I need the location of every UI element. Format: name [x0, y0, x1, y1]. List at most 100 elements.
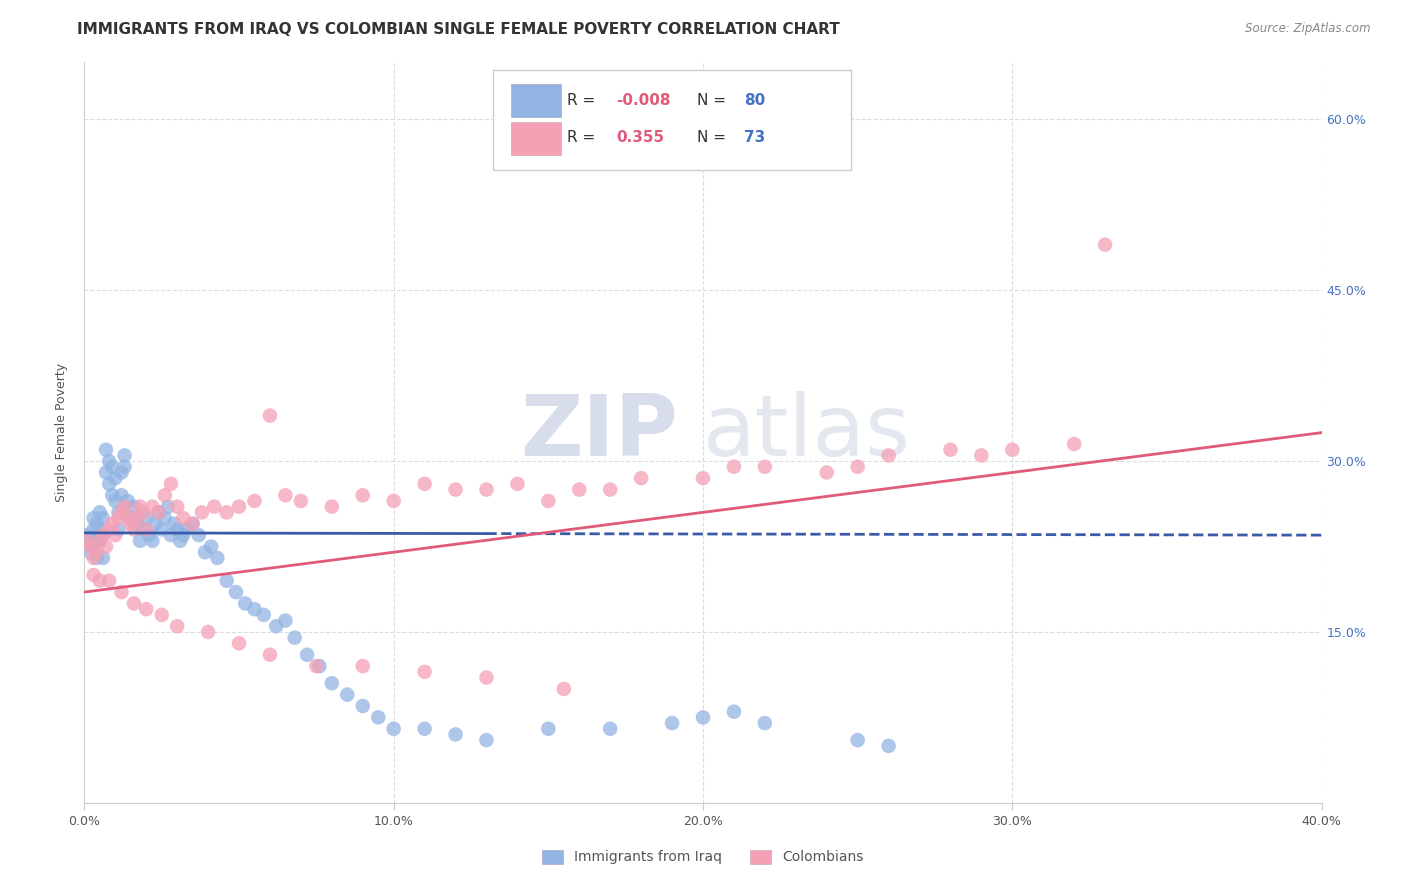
Point — [125, 516, 148, 531]
Point — [76, 533, 98, 548]
Point — [191, 505, 214, 519]
Point — [444, 483, 467, 497]
Point — [104, 471, 127, 485]
Point — [83, 523, 105, 537]
Point — [94, 442, 117, 457]
Point — [138, 528, 160, 542]
Point — [444, 727, 467, 741]
Point — [367, 710, 389, 724]
Point — [91, 528, 114, 542]
Point — [150, 607, 173, 622]
Point — [114, 459, 136, 474]
Point — [181, 516, 204, 531]
Point — [101, 459, 124, 474]
Point — [877, 449, 900, 463]
Point — [129, 533, 152, 548]
Point — [877, 739, 900, 753]
Point — [274, 488, 297, 502]
Point — [382, 722, 405, 736]
Point — [264, 619, 287, 633]
Text: N =: N = — [697, 94, 725, 109]
Point — [692, 471, 714, 485]
Point — [91, 528, 114, 542]
Point — [132, 523, 155, 537]
Point — [91, 550, 114, 565]
Point — [197, 624, 219, 639]
Point — [321, 500, 343, 514]
Point — [122, 597, 145, 611]
Point — [215, 574, 238, 588]
Point — [83, 568, 105, 582]
Point — [114, 500, 136, 514]
Text: IMMIGRANTS FROM IRAQ VS COLOMBIAN SINGLE FEMALE POVERTY CORRELATION CHART: IMMIGRANTS FROM IRAQ VS COLOMBIAN SINGLE… — [77, 22, 839, 37]
Point — [754, 459, 776, 474]
Point — [207, 550, 229, 565]
Point — [1063, 437, 1085, 451]
Point — [98, 574, 121, 588]
Point — [172, 528, 194, 542]
Text: ZIP: ZIP — [520, 391, 678, 475]
Point — [243, 494, 266, 508]
Point — [86, 533, 108, 548]
Point — [120, 511, 142, 525]
FancyBboxPatch shape — [512, 121, 561, 155]
Point — [475, 483, 498, 497]
Point — [305, 659, 328, 673]
Point — [101, 516, 124, 531]
Text: N =: N = — [697, 130, 725, 145]
Point — [89, 533, 111, 548]
Point — [537, 494, 560, 508]
Point — [1094, 237, 1116, 252]
Point — [89, 574, 111, 588]
Point — [156, 500, 179, 514]
Point — [148, 505, 170, 519]
Point — [153, 511, 176, 525]
Point — [413, 722, 436, 736]
Point — [94, 466, 117, 480]
Point — [352, 659, 374, 673]
Point — [135, 602, 157, 616]
Point — [295, 648, 318, 662]
Point — [135, 523, 157, 537]
Point — [475, 733, 498, 747]
Point — [79, 540, 101, 554]
Point — [233, 597, 256, 611]
Point — [187, 528, 209, 542]
Point — [79, 533, 101, 548]
Y-axis label: Single Female Poverty: Single Female Poverty — [55, 363, 69, 502]
Point — [110, 488, 132, 502]
Point — [94, 540, 117, 554]
Point — [86, 550, 108, 565]
Text: 80: 80 — [744, 94, 765, 109]
Text: R =: R = — [567, 94, 595, 109]
Point — [166, 523, 188, 537]
Text: atlas: atlas — [703, 391, 911, 475]
Text: R =: R = — [567, 130, 595, 145]
Point — [568, 483, 591, 497]
Point — [1001, 442, 1024, 457]
Point — [321, 676, 343, 690]
Legend: Immigrants from Iraq, Colombians: Immigrants from Iraq, Colombians — [537, 844, 869, 870]
Point — [754, 716, 776, 731]
Point — [308, 659, 330, 673]
Point — [243, 602, 266, 616]
Point — [160, 528, 183, 542]
Point — [110, 466, 132, 480]
Point — [120, 516, 142, 531]
Point — [141, 500, 163, 514]
Point — [117, 511, 139, 525]
Point — [228, 636, 250, 650]
Point — [83, 550, 105, 565]
Point — [89, 505, 111, 519]
Point — [553, 681, 575, 696]
Point — [215, 505, 238, 519]
Point — [163, 516, 186, 531]
Point — [274, 614, 297, 628]
Point — [723, 459, 745, 474]
Point — [110, 585, 132, 599]
Point — [253, 607, 276, 622]
Point — [83, 511, 105, 525]
Point — [135, 511, 157, 525]
Point — [599, 722, 621, 736]
Point — [413, 665, 436, 679]
